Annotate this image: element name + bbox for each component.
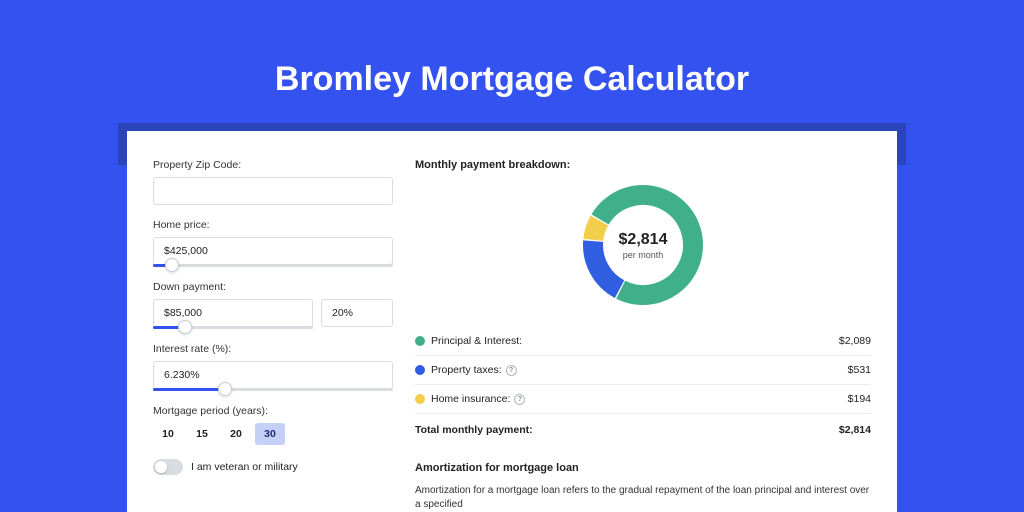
legend-value: $531 [848, 364, 871, 376]
period-button-15[interactable]: 15 [187, 423, 217, 445]
zip-input[interactable] [153, 177, 393, 205]
home-price-label: Home price: [153, 219, 393, 231]
down-payment-slider[interactable] [153, 326, 313, 329]
period-button-10[interactable]: 10 [153, 423, 183, 445]
legend-row-taxes: Property taxes: ? $531 [415, 356, 871, 385]
legend-label: Home insurance: ? [431, 393, 842, 405]
home-price-slider-thumb[interactable] [165, 258, 179, 272]
home-price-group: Home price: [153, 219, 393, 267]
legend-label: Property taxes: ? [431, 364, 842, 376]
legend-dot-icon [415, 336, 425, 346]
interest-group: Interest rate (%): [153, 343, 393, 391]
period-group: Mortgage period (years): 10152030 [153, 405, 393, 445]
down-payment-slider-thumb[interactable] [178, 320, 192, 334]
zip-group: Property Zip Code: [153, 159, 393, 205]
total-value: $2,814 [839, 424, 871, 436]
veteran-label: I am veteran or military [191, 461, 298, 473]
calculator-card: Property Zip Code: Home price: Down paym… [127, 131, 897, 512]
legend: Principal & Interest: $2,089 Property taxe… [415, 327, 871, 413]
amortization-section: Amortization for mortgage loan Amortizat… [415, 462, 871, 512]
donut-center-sub: per month [623, 250, 664, 260]
interest-input[interactable] [153, 361, 393, 389]
breakdown-panel: Monthly payment breakdown: $2,814 per mo… [415, 159, 871, 512]
info-icon[interactable]: ? [514, 394, 525, 405]
veteran-row: I am veteran or military [153, 459, 393, 475]
legend-row-principal: Principal & Interest: $2,089 [415, 327, 871, 356]
period-button-20[interactable]: 20 [221, 423, 251, 445]
zip-label: Property Zip Code: [153, 159, 393, 171]
donut-center: $2,814 per month [581, 183, 705, 307]
donut-wrap: $2,814 per month [415, 183, 871, 307]
legend-row-insurance: Home insurance: ? $194 [415, 385, 871, 413]
amortization-heading: Amortization for mortgage loan [415, 462, 871, 474]
donut-chart: $2,814 per month [581, 183, 705, 307]
interest-slider[interactable] [153, 388, 393, 391]
breakdown-heading: Monthly payment breakdown: [415, 159, 871, 171]
down-payment-label: Down payment: [153, 281, 393, 293]
legend-value: $194 [848, 393, 871, 405]
donut-center-value: $2,814 [619, 231, 668, 249]
down-payment-pct-input[interactable] [321, 299, 393, 327]
down-payment-input[interactable] [153, 299, 313, 327]
veteran-toggle[interactable] [153, 459, 183, 475]
amortization-body: Amortization for a mortgage loan refers … [415, 484, 871, 512]
total-label: Total monthly payment: [415, 424, 839, 436]
form-panel: Property Zip Code: Home price: Down paym… [153, 159, 393, 512]
info-icon[interactable]: ? [506, 365, 517, 376]
legend-value: $2,089 [839, 335, 871, 347]
legend-label: Principal & Interest: [431, 335, 833, 347]
period-button-30[interactable]: 30 [255, 423, 285, 445]
home-price-input[interactable] [153, 237, 393, 265]
page-title: Bromley Mortgage Calculator [0, 0, 1024, 123]
period-label: Mortgage period (years): [153, 405, 393, 417]
home-price-slider[interactable] [153, 264, 393, 267]
interest-slider-thumb[interactable] [218, 382, 232, 396]
total-row: Total monthly payment: $2,814 [415, 413, 871, 444]
interest-label: Interest rate (%): [153, 343, 393, 355]
period-options: 10152030 [153, 423, 393, 445]
legend-dot-icon [415, 365, 425, 375]
legend-dot-icon [415, 394, 425, 404]
down-payment-group: Down payment: [153, 281, 393, 329]
